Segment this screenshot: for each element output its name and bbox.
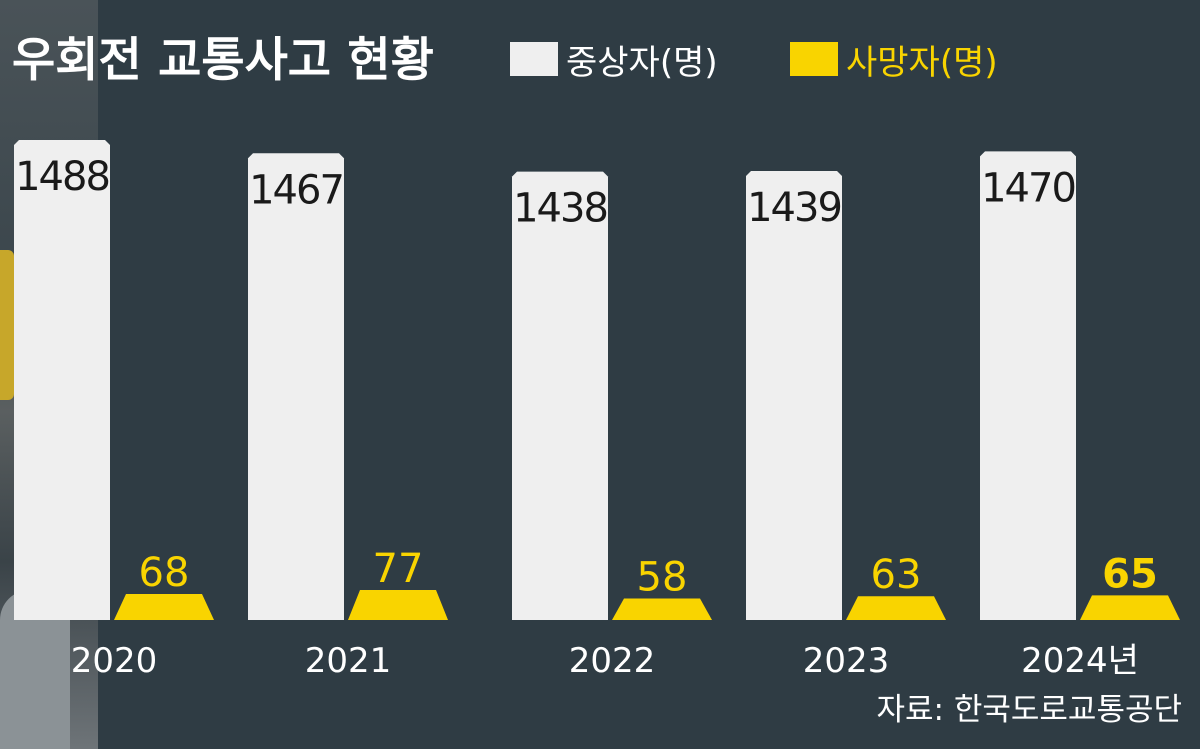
bar-label-injured-3: 1439 — [747, 185, 841, 231]
legend-injured-swatch — [510, 42, 558, 76]
legend-death-swatch — [790, 42, 838, 76]
bar-death-4 — [1080, 595, 1180, 620]
bar-label-death-0: 68 — [139, 550, 190, 596]
bar-label-death-4: 65 — [1102, 551, 1158, 597]
category-label-2: 2022 — [569, 641, 656, 681]
bar-label-injured-2: 1438 — [513, 186, 607, 232]
bar-group — [14, 140, 1180, 621]
bar-death-0 — [114, 594, 214, 620]
category-label-0: 2020 — [71, 641, 158, 681]
legend-injured-label: 중상자(명) — [566, 43, 718, 83]
bar-label-injured-1: 1467 — [249, 167, 343, 213]
bar-death-1 — [348, 590, 448, 620]
bar-label-injured-0: 1488 — [15, 154, 109, 200]
bar-label-group: 1488 68 1467 77 1438 58 1439 63 1470 65 — [15, 154, 1158, 600]
yellow-car-shape — [0, 250, 14, 400]
category-label-1: 2021 — [305, 641, 392, 681]
category-label-group: 2020 2021 2022 2023 2024년 — [71, 641, 1139, 681]
bar-label-injured-4: 1470 — [981, 165, 1075, 211]
bar-injured-2 — [512, 171, 608, 620]
source-note: 자료: 한국도로교통공단 — [877, 692, 1183, 728]
bar-injured-1 — [248, 153, 344, 620]
category-label-3: 2023 — [803, 641, 890, 681]
legend-death-label: 사망자(명) — [846, 43, 998, 83]
bar-label-death-3: 63 — [871, 552, 922, 598]
bar-label-death-1: 77 — [373, 546, 424, 592]
bar-death-2 — [612, 598, 712, 620]
chart-title: 우회전 교통사고 현황 — [12, 33, 434, 88]
category-label-4: 2024년 — [1021, 641, 1139, 681]
bar-injured-4 — [980, 151, 1076, 621]
bar-injured-3 — [746, 170, 842, 620]
bar-injured-0 — [14, 140, 110, 620]
bar-label-death-2: 58 — [637, 554, 688, 600]
bar-death-3 — [846, 596, 946, 620]
